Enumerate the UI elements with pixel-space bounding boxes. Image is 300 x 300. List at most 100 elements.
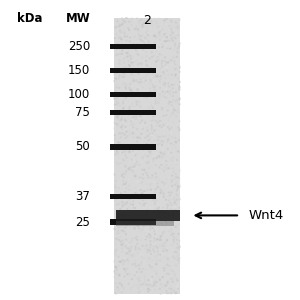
Point [143, 246, 148, 251]
Point [129, 238, 134, 243]
Point [120, 197, 125, 202]
Point [121, 212, 126, 217]
Point [141, 80, 146, 84]
Point [112, 182, 117, 187]
Point [151, 79, 155, 84]
Point [135, 139, 140, 144]
Point [122, 149, 127, 154]
Point [149, 118, 154, 123]
FancyBboxPatch shape [114, 18, 180, 294]
Point [118, 23, 122, 28]
Point [163, 95, 167, 100]
Point [145, 114, 150, 119]
Point [165, 137, 170, 142]
Point [125, 225, 130, 230]
Point [113, 152, 118, 157]
Point [157, 71, 161, 76]
Point [162, 32, 167, 37]
Point [119, 229, 124, 233]
Point [170, 33, 175, 38]
Point [124, 220, 129, 224]
Point [140, 199, 145, 203]
Point [176, 107, 181, 112]
Point [175, 184, 180, 189]
Point [119, 131, 124, 136]
Point [168, 200, 172, 205]
Point [136, 183, 141, 188]
Point [169, 178, 174, 183]
Point [158, 258, 163, 263]
Point [123, 194, 128, 199]
Point [135, 270, 140, 274]
Point [126, 211, 130, 216]
Point [176, 261, 181, 266]
Point [122, 213, 126, 218]
Point [115, 170, 120, 175]
Point [143, 230, 148, 234]
Point [167, 38, 172, 43]
Point [163, 134, 168, 139]
Point [130, 242, 135, 247]
Point [159, 70, 164, 75]
Point [126, 147, 131, 152]
Point [145, 208, 150, 212]
Point [132, 26, 136, 31]
Point [175, 257, 180, 262]
Point [157, 30, 161, 35]
Point [151, 115, 156, 120]
Point [126, 67, 131, 72]
Point [164, 163, 169, 167]
Point [150, 133, 154, 138]
Point [125, 68, 130, 73]
Point [152, 128, 157, 133]
Point [120, 249, 124, 254]
Point [113, 185, 118, 190]
Point [138, 162, 143, 167]
Point [117, 257, 122, 262]
Point [161, 82, 166, 87]
Point [120, 51, 124, 56]
Point [163, 180, 168, 185]
Point [134, 117, 138, 122]
Point [174, 99, 179, 104]
Point [173, 85, 178, 89]
Point [113, 98, 118, 103]
Point [174, 21, 179, 26]
Point [121, 260, 125, 265]
Point [148, 182, 153, 186]
Point [118, 57, 123, 62]
Point [151, 34, 156, 38]
Point [140, 60, 145, 65]
Point [160, 64, 165, 69]
Point [144, 73, 149, 77]
Point [119, 29, 124, 34]
Point [128, 110, 133, 115]
Point [120, 124, 125, 129]
Point [167, 252, 172, 257]
Point [123, 275, 128, 280]
Point [140, 55, 145, 60]
Point [138, 32, 143, 36]
Point [159, 179, 164, 184]
Point [119, 127, 124, 131]
Point [139, 124, 143, 129]
Point [135, 100, 140, 105]
Point [144, 95, 148, 100]
Point [160, 273, 164, 278]
Point [136, 101, 141, 106]
Point [177, 96, 182, 101]
Point [124, 129, 129, 134]
Point [124, 127, 129, 132]
Point [165, 291, 170, 296]
Point [154, 285, 159, 290]
Point [134, 223, 139, 228]
Point [136, 226, 141, 231]
Point [137, 201, 142, 206]
Point [146, 280, 151, 285]
Point [140, 227, 145, 232]
Point [117, 233, 122, 238]
Point [144, 114, 149, 119]
Point [158, 235, 163, 240]
Point [148, 166, 152, 170]
Point [130, 226, 135, 231]
